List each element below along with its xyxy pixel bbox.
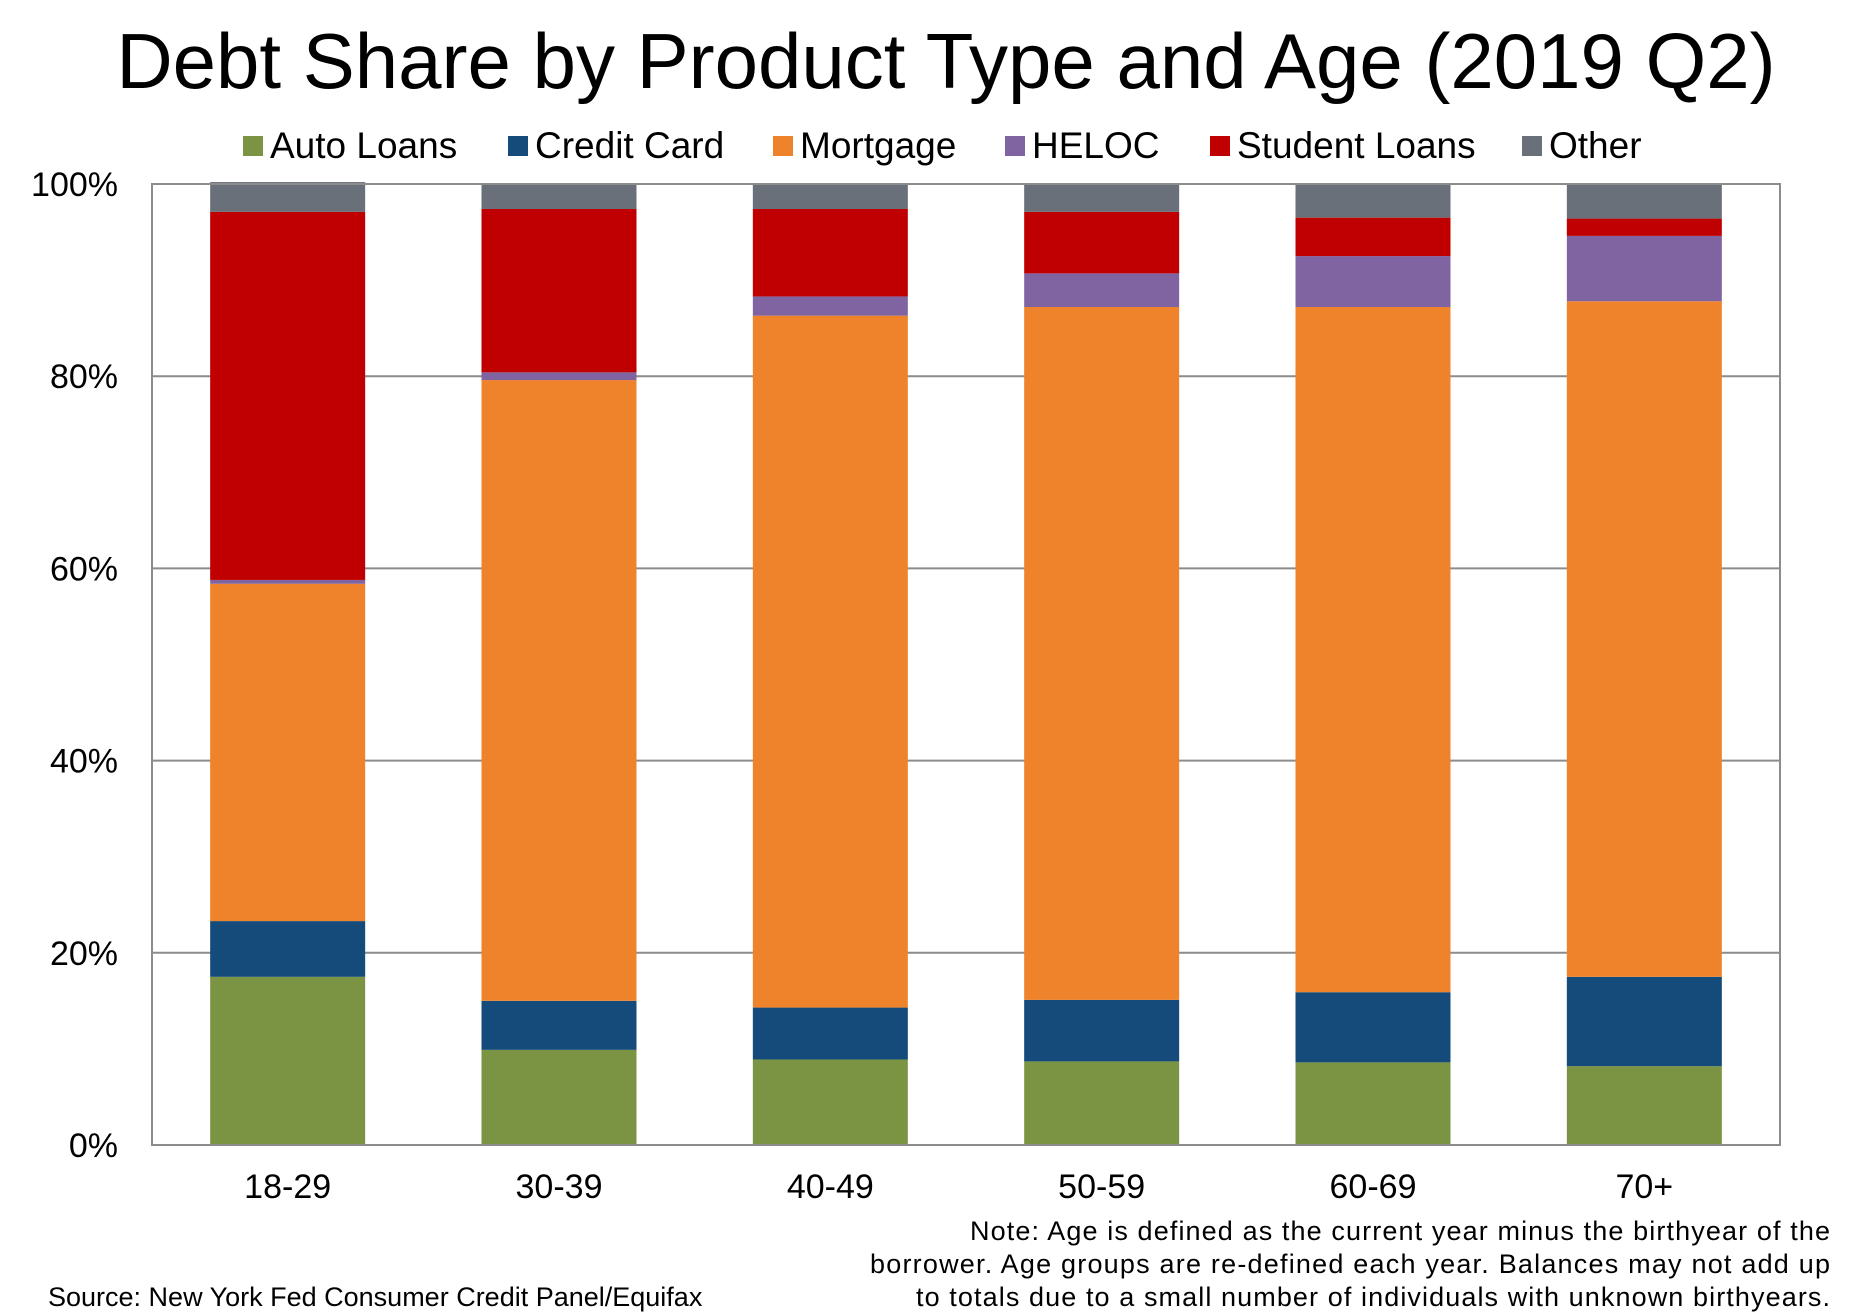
x-tick-label: 40-49: [787, 1168, 874, 1206]
bar-segment-auto-loans: [210, 976, 366, 1145]
legend-label: Student Loans: [1237, 125, 1476, 166]
plot-area: 0% 20% 40% 60% 80% 100% 18-29 30-39 40-49 50-59 60…: [31, 166, 1781, 1206]
bar-segment-credit-card: [752, 1007, 908, 1060]
x-tick-label: 50-59: [1058, 1168, 1145, 1206]
bar-segment-mortgage: [1566, 301, 1722, 977]
y-tick-label: 40%: [50, 743, 118, 781]
y-tick-label: 0%: [69, 1127, 118, 1165]
footer: Source: New York Fed Consumer Credit Pan…: [48, 1216, 1830, 1312]
x-tick-label: 60-69: [1330, 1168, 1417, 1206]
legend-swatch: [773, 136, 793, 156]
x-tick-label: 18-29: [244, 1168, 331, 1206]
bar-segment-credit-card: [210, 921, 366, 977]
legend: Auto Loans Credit Card Mortgage HELOC Studen…: [243, 125, 1642, 166]
bar-segment-auto-loans: [1566, 1066, 1722, 1145]
bar-segment-auto-loans: [752, 1059, 908, 1145]
bar-segment-student-loans: [1295, 217, 1451, 257]
bar-segment-mortgage: [481, 380, 637, 1001]
bar-segment-other: [1566, 183, 1722, 219]
plot-border: [151, 183, 1781, 1146]
bar-segment-heloc: [1566, 235, 1722, 302]
legend-swatch: [508, 136, 528, 156]
legend-swatch: [1522, 136, 1542, 156]
x-tick-label: 70+: [1615, 1168, 1673, 1206]
bar-segment-student-loans: [481, 208, 637, 373]
bar-segment-other: [1024, 184, 1180, 212]
bar-segment-mortgage: [752, 315, 908, 1008]
chart-title: Debt Share by Product Type and Age (2019…: [116, 17, 1775, 105]
legend-swatch: [1005, 136, 1025, 156]
bar-segment-auto-loans: [1024, 1061, 1180, 1145]
bar-segment-student-loans: [752, 208, 908, 297]
y-tick-label: 100%: [31, 166, 118, 204]
bar-segment-heloc: [1024, 273, 1180, 308]
bar-segment-heloc: [481, 372, 637, 381]
y-tick-label: 20%: [50, 935, 118, 973]
note-line: to totals due to a small number of indiv…: [916, 1282, 1830, 1312]
note-line: Note: Age is defined as the current year…: [970, 1216, 1830, 1246]
bar-segment-student-loans: [210, 211, 366, 580]
bar-segment-heloc: [1295, 256, 1451, 308]
bar-segment-credit-card: [481, 1000, 637, 1050]
legend-label: Other: [1549, 125, 1642, 166]
legend-label: Mortgage: [800, 125, 956, 166]
legend-label: Auto Loans: [270, 125, 457, 166]
bar-segment-mortgage: [1295, 307, 1451, 993]
bar-segment-heloc: [210, 579, 366, 584]
bar-segment-mortgage: [210, 583, 366, 922]
legend-label: Credit Card: [535, 125, 724, 166]
bar-segment-other: [481, 184, 637, 209]
bar-segment-student-loans: [1024, 211, 1180, 274]
note-line: borrower. Age groups are re-defined each…: [870, 1249, 1830, 1279]
bar-segment-other: [210, 182, 366, 212]
bar-segment-other: [1295, 184, 1451, 218]
legend-swatch: [243, 136, 263, 156]
bar-segment-mortgage: [1024, 307, 1180, 1000]
bar-segment-heloc: [752, 296, 908, 316]
y-tick-label: 60%: [50, 550, 118, 588]
bar-segment-credit-card: [1295, 992, 1451, 1063]
legend-swatch: [1210, 136, 1230, 156]
bar-segment-other: [752, 184, 908, 209]
bar-segment-auto-loans: [481, 1049, 637, 1145]
y-tick-label: 80%: [50, 358, 118, 396]
legend-label: HELOC: [1032, 125, 1159, 166]
bar-segment-student-loans: [1566, 218, 1722, 236]
bar-segment-credit-card: [1566, 976, 1722, 1067]
bar-segment-auto-loans: [1295, 1062, 1451, 1145]
bar-segment-credit-card: [1024, 999, 1180, 1062]
x-tick-label: 30-39: [516, 1168, 603, 1206]
source-note: Source: New York Fed Consumer Credit Pan…: [48, 1282, 703, 1312]
